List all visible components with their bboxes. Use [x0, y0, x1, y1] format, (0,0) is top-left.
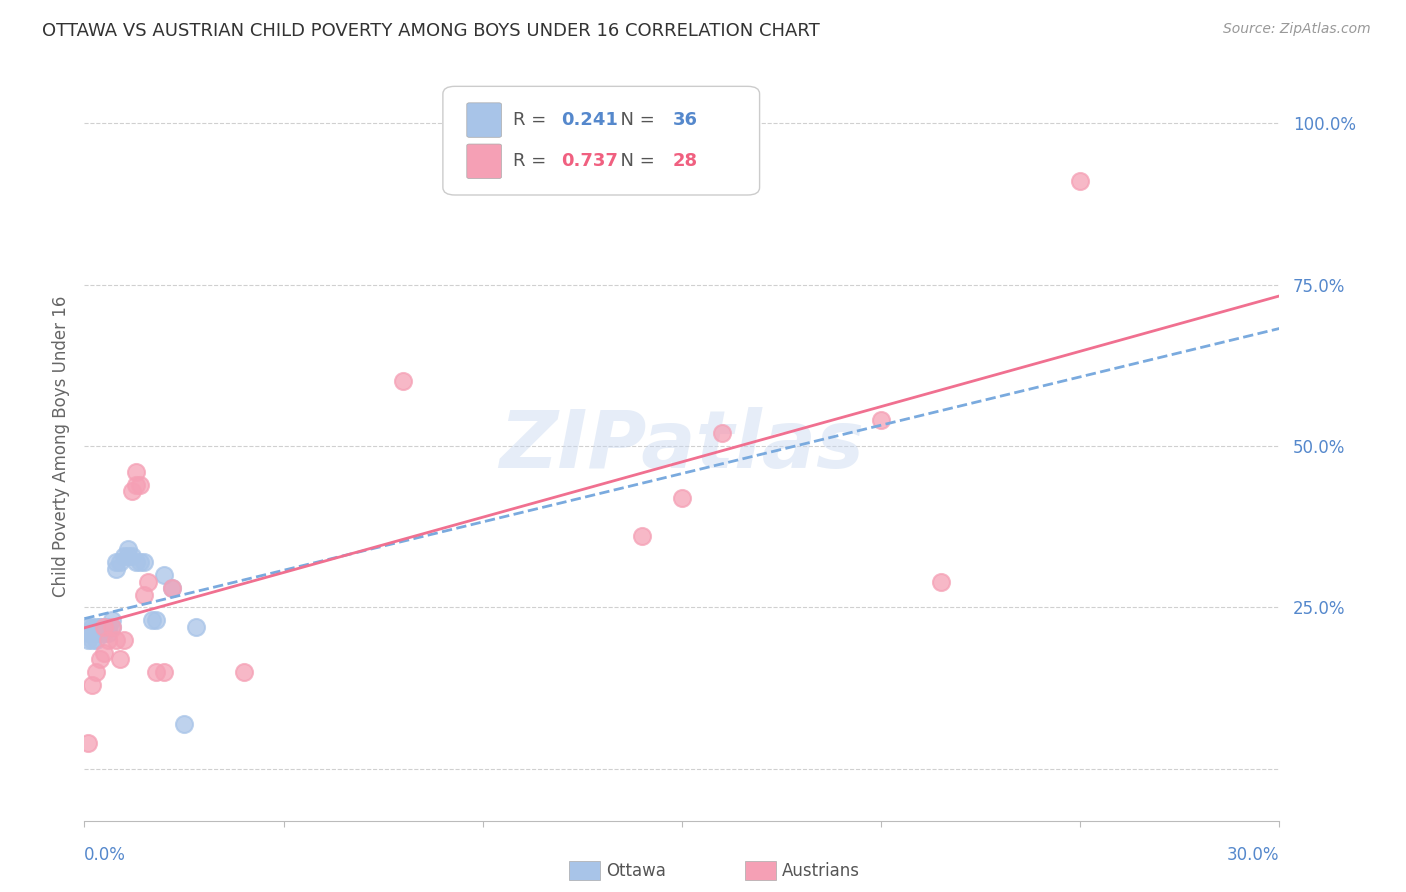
Point	[145, 665, 167, 679]
Point	[671, 491, 693, 505]
Point	[97, 626, 120, 640]
Point	[112, 632, 135, 647]
Point	[77, 626, 100, 640]
Point	[129, 477, 152, 491]
Point	[929, 574, 952, 589]
Point	[125, 555, 148, 569]
Point	[82, 620, 104, 634]
Point	[125, 465, 148, 479]
Point	[77, 736, 100, 750]
Point	[136, 574, 159, 589]
Point	[173, 716, 195, 731]
Point	[82, 678, 104, 692]
Point	[101, 620, 124, 634]
Text: N =: N =	[609, 112, 661, 129]
Point	[93, 646, 115, 660]
Point	[132, 555, 156, 569]
Point	[101, 620, 124, 634]
Point	[86, 632, 108, 647]
Point	[392, 375, 415, 389]
Text: 0.0%: 0.0%	[84, 847, 127, 864]
Point	[184, 620, 207, 634]
Point	[1069, 174, 1091, 188]
Point	[77, 620, 100, 634]
Point	[117, 542, 139, 557]
FancyBboxPatch shape	[443, 87, 759, 195]
Point	[101, 614, 124, 628]
Text: Austrians: Austrians	[782, 862, 859, 880]
Point	[86, 665, 108, 679]
Text: R =: R =	[513, 112, 553, 129]
Point	[153, 568, 176, 582]
Text: N =: N =	[609, 153, 661, 170]
Point	[93, 626, 115, 640]
Point	[105, 562, 128, 576]
Point	[97, 620, 120, 634]
Text: 30.0%: 30.0%	[1227, 847, 1279, 864]
Point	[117, 549, 139, 563]
Text: R =: R =	[513, 153, 553, 170]
Text: 0.737: 0.737	[561, 153, 619, 170]
FancyBboxPatch shape	[467, 103, 502, 137]
Text: ZIPatlas: ZIPatlas	[499, 407, 865, 485]
Text: OTTAWA VS AUSTRIAN CHILD POVERTY AMONG BOYS UNDER 16 CORRELATION CHART: OTTAWA VS AUSTRIAN CHILD POVERTY AMONG B…	[42, 22, 820, 40]
Point	[89, 652, 111, 666]
Text: 36: 36	[672, 112, 697, 129]
Point	[93, 620, 115, 634]
Point	[89, 620, 111, 634]
Point	[129, 555, 152, 569]
FancyBboxPatch shape	[467, 144, 502, 178]
Point	[86, 620, 108, 634]
Point	[153, 665, 176, 679]
Point	[631, 529, 654, 543]
Point	[77, 632, 100, 647]
Point	[141, 614, 163, 628]
Text: Source: ZipAtlas.com: Source: ZipAtlas.com	[1223, 22, 1371, 37]
Point	[110, 555, 132, 569]
Point	[93, 620, 115, 634]
Point	[97, 620, 120, 634]
Point	[97, 632, 120, 647]
Point	[125, 477, 148, 491]
Point	[121, 549, 143, 563]
Point	[89, 620, 111, 634]
Point	[82, 626, 104, 640]
Point	[112, 549, 135, 563]
Point	[145, 614, 167, 628]
Point	[89, 626, 111, 640]
Point	[82, 632, 104, 647]
Text: 0.241: 0.241	[561, 112, 619, 129]
Point	[160, 581, 183, 595]
Text: 28: 28	[672, 153, 697, 170]
Point	[86, 626, 108, 640]
Point	[870, 413, 893, 427]
Text: Ottawa: Ottawa	[606, 862, 666, 880]
Point	[105, 632, 128, 647]
Point	[710, 426, 733, 441]
Y-axis label: Child Poverty Among Boys Under 16: Child Poverty Among Boys Under 16	[52, 295, 70, 597]
Point	[121, 484, 143, 499]
Point	[160, 581, 183, 595]
Point	[82, 626, 104, 640]
Point	[232, 665, 254, 679]
Point	[105, 555, 128, 569]
Point	[132, 588, 156, 602]
Point	[110, 652, 132, 666]
